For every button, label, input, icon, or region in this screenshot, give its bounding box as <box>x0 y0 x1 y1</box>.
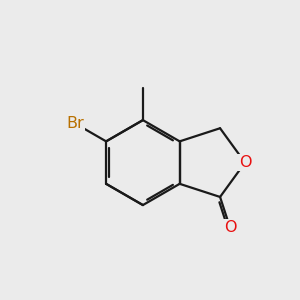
Text: Br: Br <box>66 116 84 131</box>
Text: O: O <box>239 155 251 170</box>
Text: O: O <box>224 220 236 235</box>
